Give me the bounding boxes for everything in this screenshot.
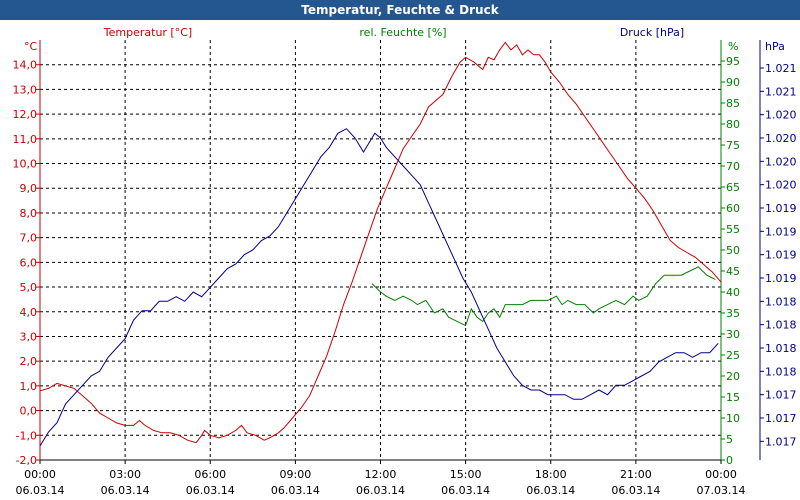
x-tick-time: 18:00	[535, 468, 567, 481]
pressure-tick-label: 1.017	[765, 435, 797, 448]
x-tick-date: 06.03.14	[441, 484, 490, 497]
humidity-tick-label: 35	[726, 307, 740, 320]
x-tick-date: 06.03.14	[526, 484, 575, 497]
temperature-tick-label: 7,0	[20, 232, 38, 245]
x-tick-time: 06:00	[194, 468, 226, 481]
time-axis: 00:00 06.03.14 03:00 06.03.14 06:00 06.03.14 0…	[16, 460, 746, 497]
pressure-tick-label: 1.020	[765, 155, 797, 168]
humidity-tick-label: 30	[726, 328, 740, 341]
humidity-tick-label: 25	[726, 349, 740, 362]
humidity-tick-label: 5	[726, 433, 733, 446]
x-tick-time: 03:00	[109, 468, 141, 481]
humidity-tick-label: 85	[726, 97, 740, 110]
x-tick-date: 06.03.14	[101, 484, 150, 497]
window-title: Temperatur, Feuchte & Druck	[0, 0, 800, 20]
pressure-tick-label: 1.021	[765, 85, 797, 98]
humidity-unit-label: %	[728, 40, 738, 53]
pressure-series-line	[39, 128, 719, 447]
pressure-tick-label: 1.019	[765, 272, 797, 285]
pressure-tick-label: 1.020	[765, 179, 797, 192]
temperature-tick-label: 3,0	[20, 330, 38, 343]
humidity-tick-label: 95	[726, 55, 740, 68]
temperature-tick-label: 11,0	[13, 133, 38, 146]
grid	[40, 40, 721, 461]
humidity-tick-label: 75	[726, 139, 740, 152]
temperature-tick-label: 10,0	[13, 158, 38, 171]
pressure-tick-label: 1.018	[765, 319, 797, 332]
pressure-axis: 1.017 1.017 1.017 1.018 1.018 1.018 1.018 1.019…	[759, 40, 797, 460]
temperature-series-line	[39, 41, 722, 444]
temperature-tick-label: 2,0	[20, 355, 38, 368]
humidity-tick-label: 45	[726, 265, 740, 278]
x-tick-time: 12:00	[365, 468, 397, 481]
x-tick-time: 00:00	[24, 468, 56, 481]
pressure-unit-label: hPa	[765, 40, 785, 53]
humidity-tick-label: 15	[726, 391, 740, 404]
x-tick-date: 06.03.14	[186, 484, 235, 497]
pressure-tick-label: 1.020	[765, 109, 797, 122]
humidity-series-line	[371, 266, 716, 327]
series	[39, 41, 722, 447]
weather-chart: -2,0 -1,0 0,0 1,0 2,0 3,0 4,0 5,0 6,0 7,0 8,0 9,0 10…	[13, 26, 797, 497]
temperature-series-label: Temperatur [°C]	[103, 26, 192, 39]
pressure-tick-label: 1.020	[765, 132, 797, 145]
humidity-tick-label: 65	[726, 181, 740, 194]
humidity-tick-label: 80	[726, 118, 740, 131]
x-tick-time: 15:00	[450, 468, 482, 481]
pressure-tick-label: 1.017	[765, 389, 797, 402]
pressure-tick-label: 1.017	[765, 412, 797, 425]
humidity-tick-label: 10	[726, 412, 740, 425]
humidity-tick-label: 40	[726, 286, 740, 299]
temperature-tick-label: 8,0	[20, 207, 38, 220]
x-tick-time: 09:00	[280, 468, 312, 481]
x-tick-date: 06.03.14	[271, 484, 320, 497]
x-tick-date: 06.03.14	[356, 484, 405, 497]
temperature-tick-label: -1,0	[16, 429, 37, 442]
axis-labels: °C% hPa Temperatur [°C] rel. Feuchte [%] Dru…	[24, 26, 785, 53]
temperature-tick-label: 5,0	[20, 281, 38, 294]
temperature-tick-label: -2,0	[16, 454, 37, 467]
temperature-tick-label: 4,0	[20, 306, 38, 319]
x-tick-time: 00:00	[705, 468, 737, 481]
humidity-tick-label: 55	[726, 223, 740, 236]
x-tick-time: 21:00	[620, 468, 652, 481]
pressure-tick-label: 1.018	[765, 342, 797, 355]
humidity-axis: 0 5 10 15 20 25 30 35 40 45 50 55 60 65 70 75 80 85 90 95	[721, 55, 740, 467]
humidity-tick-label: 0	[726, 454, 733, 467]
temperature-tick-label: 13,0	[13, 83, 38, 96]
pressure-tick-label: 1.019	[765, 225, 797, 238]
pressure-tick-label: 1.019	[765, 249, 797, 262]
pressure-tick-label: 1.018	[765, 295, 797, 308]
temperature-tick-label: 0,0	[20, 405, 38, 418]
temperature-tick-label: 1,0	[20, 380, 38, 393]
pressure-tick-label: 1.018	[765, 365, 797, 378]
temperature-tick-label: 12,0	[13, 108, 38, 121]
temperature-unit-label: °C	[24, 40, 38, 53]
x-tick-date: 07.03.14	[697, 484, 746, 497]
temperature-tick-label: 9,0	[20, 182, 38, 195]
humidity-tick-label: 50	[726, 244, 740, 257]
humidity-tick-label: 20	[726, 370, 740, 383]
x-tick-date: 06.03.14	[611, 484, 660, 497]
humidity-tick-label: 60	[726, 202, 740, 215]
x-tick-date: 06.03.14	[16, 484, 65, 497]
humidity-tick-label: 90	[726, 76, 740, 89]
humidity-tick-label: 70	[726, 160, 740, 173]
pressure-tick-label: 1.021	[765, 62, 797, 75]
temperature-tick-label: 14,0	[13, 59, 38, 72]
pressure-series-label: Druck [hPa]	[620, 26, 684, 39]
temperature-axis: -2,0 -1,0 0,0 1,0 2,0 3,0 4,0 5,0 6,0 7,0 8,0 9,0 10…	[13, 59, 40, 467]
temperature-tick-label: 6,0	[20, 256, 38, 269]
pressure-tick-label: 1.019	[765, 202, 797, 215]
humidity-series-label: rel. Feuchte [%]	[359, 26, 446, 39]
